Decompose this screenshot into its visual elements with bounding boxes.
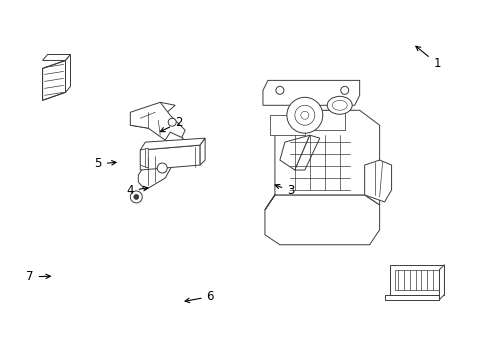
Polygon shape bbox=[389, 265, 444, 294]
Text: 4: 4 bbox=[126, 184, 147, 197]
Text: 5: 5 bbox=[94, 157, 116, 170]
Text: 2: 2 bbox=[160, 116, 182, 132]
Polygon shape bbox=[309, 110, 344, 130]
Ellipse shape bbox=[326, 96, 351, 114]
Polygon shape bbox=[165, 132, 183, 145]
Polygon shape bbox=[140, 145, 200, 170]
Polygon shape bbox=[130, 102, 185, 145]
Circle shape bbox=[130, 191, 142, 203]
Text: 3: 3 bbox=[275, 184, 294, 197]
Polygon shape bbox=[314, 136, 319, 165]
Circle shape bbox=[157, 163, 167, 173]
Polygon shape bbox=[264, 110, 379, 210]
Polygon shape bbox=[279, 142, 314, 165]
Polygon shape bbox=[130, 102, 175, 128]
Polygon shape bbox=[42, 54, 70, 60]
Polygon shape bbox=[132, 194, 140, 200]
Circle shape bbox=[300, 111, 308, 119]
Polygon shape bbox=[140, 148, 148, 168]
Circle shape bbox=[168, 118, 176, 126]
Polygon shape bbox=[42, 60, 65, 100]
Polygon shape bbox=[263, 80, 359, 105]
Ellipse shape bbox=[331, 100, 346, 110]
Text: 1: 1 bbox=[415, 46, 440, 70]
Polygon shape bbox=[294, 135, 319, 170]
Polygon shape bbox=[269, 115, 304, 135]
Polygon shape bbox=[264, 195, 379, 245]
Polygon shape bbox=[200, 138, 204, 165]
Circle shape bbox=[275, 86, 284, 94]
Text: 6: 6 bbox=[184, 290, 214, 303]
Polygon shape bbox=[138, 152, 175, 190]
Polygon shape bbox=[140, 138, 204, 150]
Polygon shape bbox=[279, 136, 319, 142]
Polygon shape bbox=[364, 160, 391, 202]
Polygon shape bbox=[145, 148, 168, 160]
Circle shape bbox=[340, 86, 348, 94]
Polygon shape bbox=[65, 54, 70, 92]
Polygon shape bbox=[279, 135, 309, 170]
Text: 7: 7 bbox=[26, 270, 50, 283]
Polygon shape bbox=[384, 294, 439, 300]
Circle shape bbox=[286, 97, 322, 133]
Circle shape bbox=[294, 105, 314, 125]
Circle shape bbox=[134, 194, 139, 199]
Polygon shape bbox=[439, 265, 444, 300]
